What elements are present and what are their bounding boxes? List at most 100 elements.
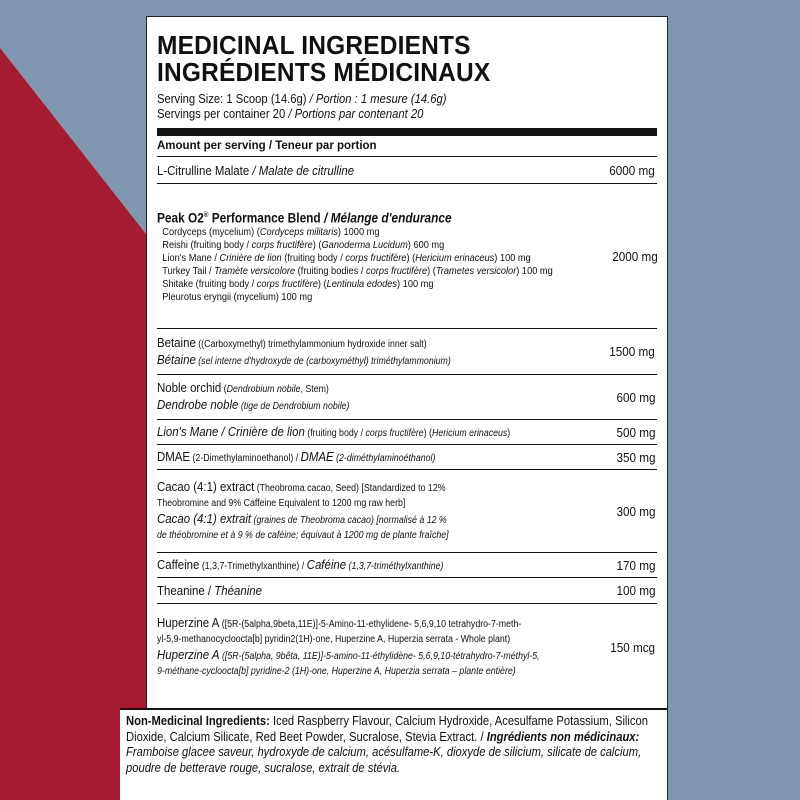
cacao-name: Cacao (4:1) extract (Theobroma cacao, Se… bbox=[157, 479, 557, 543]
blend-text: ) 600 mg bbox=[407, 238, 445, 251]
orchid-fr: Dendrobe noble (tige de Dendrobium nobil… bbox=[157, 397, 557, 414]
cacao-en-a: Cacao (4:1) extract bbox=[157, 479, 255, 494]
title-en: MEDICINAL INGREDIENTS bbox=[157, 32, 471, 60]
row-lions-mane: Lion's Mane / Crinière de lion (fruiting… bbox=[157, 420, 657, 445]
blend-item: Shitake (fruiting body / corps fructifèr… bbox=[157, 278, 553, 291]
lions-f: ) bbox=[507, 427, 511, 439]
blend-text: Cordyceps (mycelium) ( bbox=[162, 225, 260, 238]
huperzine-name: Huperzine A ([5R-(5alpha,9beta,11E)]-5-A… bbox=[157, 615, 551, 679]
betaine-en: Betaine ((Carboxymethyl) trimethylammoni… bbox=[157, 335, 551, 352]
blend-text: Lentinula edodes bbox=[326, 277, 398, 290]
row-betaine: Betaine ((Carboxymethyl) trimethylammoni… bbox=[157, 329, 657, 375]
blend-text: corps fructifère bbox=[365, 264, 428, 277]
theanine-amount: 100 mg bbox=[616, 583, 656, 598]
peak-title-rest: Performance Blend bbox=[208, 210, 321, 226]
cacao-amount: 300 mg bbox=[616, 503, 656, 519]
blend-text: Crinière de lion bbox=[219, 251, 282, 264]
peak-title-en: Peak O2 bbox=[157, 210, 204, 226]
servings-en: Servings per container 20 bbox=[157, 107, 286, 121]
huperzine-en-1: Huperzine A ([5R-(5alpha,9beta,11E)]-5-A… bbox=[157, 615, 551, 632]
blend-item: Cordyceps (mycelium) (Cordyceps militari… bbox=[157, 226, 553, 239]
huperzine-fr-a: Huperzine A bbox=[157, 647, 220, 662]
betaine-fr-a: Bétaine bbox=[157, 351, 196, 367]
cacao-fr-c: de théobromine et à 9 % de caféine; équi… bbox=[157, 530, 449, 541]
huperzine-fr-2: 9-méthane-cycloocta[b] pyridine-2 (1H)-o… bbox=[157, 664, 551, 679]
registered-mark: ® bbox=[203, 212, 209, 220]
non-medicinal-ingredients: Non-Medicinal Ingredients: Iced Raspberr… bbox=[120, 708, 667, 800]
betaine-fr-b: (sel interne d'hydroxyde de (carboxyméth… bbox=[195, 355, 451, 367]
cacao-en-1: Cacao (4:1) extract (Theobroma cacao, Se… bbox=[157, 479, 557, 496]
orchid-en-c: Dendrobium nobile bbox=[226, 384, 301, 395]
blend-text: Shitake (fruiting body / bbox=[162, 277, 257, 290]
non-medicinal-label-fr: Ingrédients non médicinaux: bbox=[486, 729, 640, 744]
huperzine-fr-1: Huperzine A ([5R-(5alpha, 9bêta, 11E)]-5… bbox=[157, 647, 551, 664]
orchid-fr-a: Dendrobe noble bbox=[157, 397, 239, 412]
theanine-a: Theanine bbox=[157, 583, 205, 598]
blend-item: Turkey Tail / Tramète versicolore (fruit… bbox=[157, 264, 553, 278]
blend-text: Ganoderma Lucidum bbox=[321, 238, 408, 251]
row-huperzine: Huperzine A ([5R-(5alpha,9beta,11E)]-5-A… bbox=[157, 604, 657, 690]
servings-per-container: Servings per container 20 / Portions par… bbox=[157, 107, 607, 122]
non-medicinal-text-fr: Framboise glacee saveur, hydroxyde de ca… bbox=[126, 745, 642, 775]
cacao-fr-b: (graines de Theobroma cacao) [normalisé … bbox=[251, 515, 447, 526]
dmae-d: (2-diméthylaminoéthanol) bbox=[333, 452, 436, 464]
blend-text: ) 100 mg bbox=[516, 264, 553, 277]
blend-text: ) ( bbox=[427, 264, 436, 277]
row-theanine: Theanine / Théanine 100 mg bbox=[157, 578, 657, 604]
non-medicinal-text: Non-Medicinal Ingredients: Iced Raspberr… bbox=[126, 714, 671, 776]
huperzine-en-c: yl-5,9-methanocycloocta[b] pyridin2(1H)-… bbox=[157, 634, 511, 645]
lions-name: Lion's Mane / Crinière de lion (fruiting… bbox=[157, 424, 557, 441]
blend-text: Lion's Mane / bbox=[162, 251, 220, 264]
lions-amount: 500 mg bbox=[616, 424, 656, 440]
lions-e: Hericium erinaceus bbox=[431, 427, 508, 439]
dmae-amount: 350 mg bbox=[616, 449, 656, 465]
caffeine-name: Caffeine (1,3,7-Trimethylxanthine) / Caf… bbox=[157, 557, 557, 574]
lions-b: (fruiting body / bbox=[304, 427, 366, 439]
blend-text: Hericium erinaceus bbox=[415, 251, 495, 264]
blend-text: corps fructifère bbox=[345, 251, 407, 264]
betaine-en-a: Betaine bbox=[157, 334, 196, 350]
thick-rule bbox=[157, 128, 657, 136]
amount-header: Amount per serving / Teneur par portion bbox=[157, 136, 657, 157]
caffeine-d: (1,3,7-triméthylxanthine) bbox=[346, 560, 444, 572]
blend-text: Cordyceps militaris bbox=[259, 225, 338, 238]
blend-item: Lion's Mane / Crinière de lion (fruiting… bbox=[157, 252, 553, 265]
blend-text: ) 100 mg bbox=[494, 251, 531, 264]
cacao-fr-2: de théobromine et à 9 % de caféine; équi… bbox=[157, 528, 557, 543]
orchid-name: Noble orchid (Dendrobium nobile, Stem) D… bbox=[157, 380, 557, 414]
non-medicinal-label-en: Non-Medicinal Ingredients: bbox=[126, 714, 270, 728]
cacao-en-b: (Theobroma cacao, Seed) [Standardized to… bbox=[254, 483, 446, 494]
citrulline-fr: / Malate de citrulline bbox=[249, 162, 355, 178]
serving-size-en: Serving Size: 1 Scoop (14.6g) bbox=[157, 92, 307, 106]
blend-text: ) ( bbox=[317, 277, 327, 290]
lions-d: ) ( bbox=[423, 427, 432, 439]
caffeine-amount: 170 mg bbox=[616, 557, 656, 573]
huperzine-fr-b: ([5R-(5alpha, 9bêta, 11E)]-5-amino-11-ét… bbox=[219, 651, 540, 662]
dmae-c: DMAE bbox=[300, 448, 334, 464]
blend-item: Reishi (fruiting body / corps fructifère… bbox=[157, 239, 553, 252]
blend-text: Pleurotus eryngii (mycelium) 100 mg bbox=[162, 290, 313, 303]
orchid-en: Noble orchid (Dendrobium nobile, Stem) bbox=[157, 380, 557, 397]
serving-size-fr: / Portion : 1 mesure (14.6g) bbox=[306, 92, 447, 106]
blend-text: Tramète versicolore bbox=[214, 264, 296, 277]
blend-item: Pleurotus eryngii (mycelium) 100 mg bbox=[157, 291, 553, 304]
blend-text: Reishi (fruiting body / bbox=[162, 238, 252, 251]
betaine-fr: Bétaine (sel interne d'hydroxyde de (car… bbox=[157, 352, 551, 369]
dmae-name: DMAE (2-Dimethylaminoethanol) / DMAE (2-… bbox=[157, 449, 557, 466]
lions-a: Lion's Mane / Crinière de lion bbox=[157, 423, 305, 439]
row-peak-blend: Peak O2® Performance Blend / Mélange d'e… bbox=[157, 184, 658, 329]
row-caffeine: Caffeine (1,3,7-Trimethylxanthine) / Caf… bbox=[157, 553, 657, 578]
theanine-c: Théanine bbox=[214, 583, 262, 598]
orchid-en-a: Noble orchid bbox=[157, 380, 222, 395]
blend-text: Turkey Tail / bbox=[162, 264, 215, 277]
cacao-fr-a: Cacao (4:1) extrait bbox=[157, 511, 252, 526]
row-dmae: DMAE (2-Dimethylaminoethanol) / DMAE (2-… bbox=[157, 445, 657, 470]
row-citrulline: L-Citrulline Malate / Malate de citrulli… bbox=[157, 157, 657, 184]
theanine-name: Theanine / Théanine bbox=[157, 583, 557, 598]
serving-size: Serving Size: 1 Scoop (14.6g) / Portion … bbox=[157, 92, 607, 107]
blend-text: Trametes versicolor bbox=[435, 264, 517, 277]
ingredients-label: MEDICINAL INGREDIENTS INGRÉDIENTS MÉDICI… bbox=[146, 16, 668, 800]
blend-text: (fruiting body / bbox=[281, 251, 346, 264]
servings-fr: / Portions par contenant 20 bbox=[285, 107, 424, 121]
cacao-fr-1: Cacao (4:1) extrait (graines de Theobrom… bbox=[157, 511, 557, 528]
